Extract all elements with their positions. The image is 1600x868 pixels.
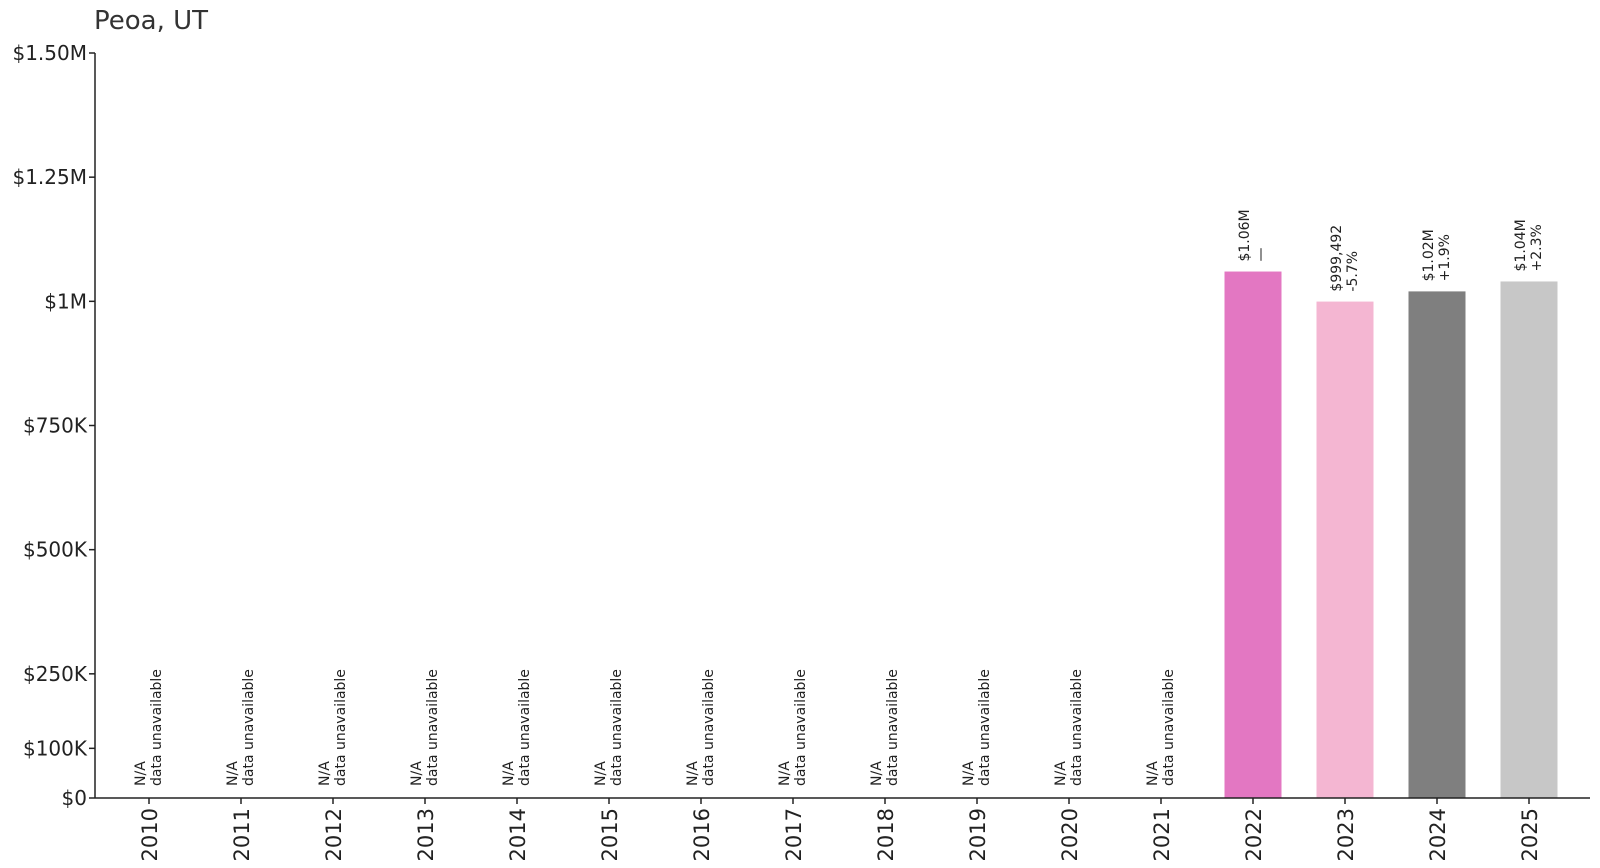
x-tick-label-2014: 2014 <box>506 808 530 861</box>
change-label-2019: data unavailable <box>977 669 993 786</box>
value-label-2019: N/A <box>961 761 977 786</box>
change-label-2020: data unavailable <box>1069 669 1085 786</box>
bar-2025 <box>1500 281 1558 798</box>
x-tick-label-2020: 2020 <box>1058 808 1082 861</box>
value-label-2012: N/A <box>317 761 333 786</box>
axes-group: $0 $100K $250K $500K $750K $1M $1.25M $1.50M 201… <box>12 41 1590 861</box>
x-tick-label-2022: 2022 <box>1242 808 1266 861</box>
value-label-2016: N/A <box>685 761 701 786</box>
x-tick-label-2025: 2025 <box>1518 808 1542 861</box>
bar-2024 <box>1408 291 1466 798</box>
chart-title: Peoa, UT <box>94 6 209 36</box>
change-label-2017: data unavailable <box>793 669 809 786</box>
x-tick-label-2019: 2019 <box>966 808 990 861</box>
value-label-2023: $999,492 <box>1329 225 1345 292</box>
value-label-2017: N/A <box>777 761 793 786</box>
value-label-2011: N/A <box>225 761 241 786</box>
change-label-2021: data unavailable <box>1161 669 1177 786</box>
change-label-2010: data unavailable <box>149 669 165 786</box>
x-tick-label-2015: 2015 <box>598 808 622 861</box>
change-label-2011: data unavailable <box>241 669 257 786</box>
change-label-2016: data unavailable <box>701 669 717 786</box>
x-tick-label-2010: 2010 <box>138 808 162 861</box>
y-tick-label: $500K <box>23 538 88 562</box>
y-tick-label: $250K <box>23 662 88 686</box>
x-tick-label-2013: 2013 <box>414 808 438 861</box>
value-label-2020: N/A <box>1053 761 1069 786</box>
value-label-2018: N/A <box>869 761 885 786</box>
y-tick-label: $0 <box>62 786 87 810</box>
change-label-2022: — <box>1253 248 1269 262</box>
value-labels-group: N/A data unavailable N/A data unavailable N/… <box>133 209 1545 786</box>
bar-2023 <box>1316 301 1374 798</box>
y-tick-label: $1.50M <box>12 41 87 65</box>
value-label-2013: N/A <box>409 761 425 786</box>
x-tick-label-2024: 2024 <box>1426 808 1450 861</box>
change-label-2018: data unavailable <box>885 669 901 786</box>
x-tick-label-2011: 2011 <box>230 808 254 861</box>
x-tick-label-2023: 2023 <box>1334 808 1358 861</box>
change-label-2023: -5.7% <box>1345 251 1361 292</box>
change-label-2012: data unavailable <box>333 669 349 786</box>
value-label-2021: N/A <box>1145 761 1161 786</box>
y-tick-label: $1.25M <box>12 165 87 189</box>
change-label-2024: +1.9% <box>1437 234 1453 281</box>
x-tick-label-2021: 2021 <box>1150 808 1174 861</box>
value-label-2025: $1.04M <box>1513 219 1529 271</box>
x-tick-label-2016: 2016 <box>690 808 714 861</box>
value-label-2022: $1.06M <box>1237 209 1253 261</box>
value-label-2010: N/A <box>133 761 149 786</box>
change-label-2015: data unavailable <box>609 669 625 786</box>
x-tick-label-2012: 2012 <box>322 808 346 861</box>
bars-group <box>1224 271 1558 798</box>
value-label-2024: $1.02M <box>1421 229 1437 281</box>
change-label-2014: data unavailable <box>517 669 533 786</box>
value-label-2014: N/A <box>501 761 517 786</box>
x-tick-label-2017: 2017 <box>782 808 806 861</box>
y-tick-label: $100K <box>23 736 88 760</box>
change-label-2013: data unavailable <box>425 669 441 786</box>
y-tick-label: $1M <box>44 289 87 313</box>
value-label-2015: N/A <box>593 761 609 786</box>
change-label-2025: +2.3% <box>1529 224 1545 271</box>
bar-2022 <box>1224 271 1282 798</box>
y-tick-label: $750K <box>23 414 88 438</box>
x-tick-label-2018: 2018 <box>874 808 898 861</box>
